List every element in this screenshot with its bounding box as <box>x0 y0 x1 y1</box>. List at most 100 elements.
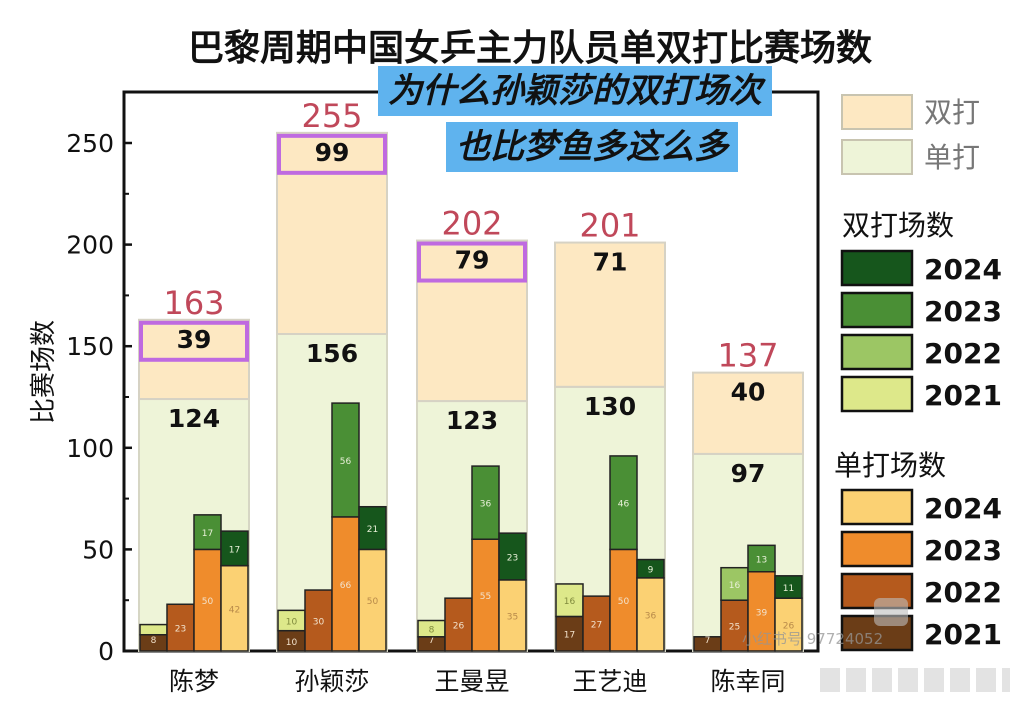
year-doubles-bar <box>220 530 249 567</box>
year-singles-value: 27 <box>591 621 602 631</box>
year-singles-value: 36 <box>645 611 657 621</box>
legend-year-label: 2021 <box>924 618 1002 651</box>
year-singles-value: 26 <box>453 622 465 632</box>
watermark-avatar <box>874 598 908 626</box>
doubles-total-label: 39 <box>177 325 212 354</box>
year-singles-bar <box>636 577 665 652</box>
legend-year-label: 2024 <box>924 492 1002 525</box>
year-doubles-value: 13 <box>756 556 767 566</box>
singles-total-label: 124 <box>168 404 220 433</box>
legend-swatch <box>841 139 913 175</box>
year-doubles-value: 56 <box>340 457 352 467</box>
total-value-label: 255 <box>301 97 362 135</box>
x-tick-label: 孙颖莎 <box>294 667 369 696</box>
legend-singles-title: 单打场数 <box>834 449 946 482</box>
year-singles-value: 39 <box>756 608 768 618</box>
year-singles-bar <box>220 564 249 652</box>
year-doubles-value: 10 <box>286 618 298 628</box>
year-singles-value: 8 <box>151 636 157 646</box>
year-singles-value: 50 <box>202 597 214 607</box>
year-doubles-bar <box>193 514 222 551</box>
legend-year-label: 2021 <box>924 379 1002 412</box>
legend-doubles-swatch <box>840 249 914 287</box>
year-doubles-value: 23 <box>507 554 518 564</box>
year-doubles-value: 11 <box>783 584 794 594</box>
singles-total-label: 130 <box>584 392 636 421</box>
y-tick-label: 50 <box>82 535 114 564</box>
doubles-total-label: 40 <box>731 378 766 407</box>
total-value-label: 201 <box>579 207 640 245</box>
year-singles-bar <box>304 589 333 652</box>
y-tick-label: 100 <box>66 434 114 463</box>
year-doubles-bar <box>471 465 500 540</box>
year-singles-value: 10 <box>286 638 298 648</box>
highlight-box <box>277 133 387 175</box>
legend-doubles-title: 双打场数 <box>842 209 954 242</box>
year-doubles-value: 17 <box>202 529 213 539</box>
year-singles-value: 50 <box>618 597 630 607</box>
total-doubles-bar <box>554 241 666 388</box>
year-doubles-bar <box>498 532 527 581</box>
year-singles-bar <box>774 597 803 652</box>
year-singles-bar <box>555 615 584 652</box>
x-tick-label: 王艺迪 <box>572 667 647 696</box>
year-doubles-bar <box>774 575 803 599</box>
year-doubles-bar <box>358 505 387 551</box>
year-singles-value: 23 <box>175 625 186 635</box>
singles-total-label: 123 <box>446 406 498 435</box>
highlight-box <box>417 241 527 283</box>
singles-total-label: 97 <box>731 459 766 488</box>
x-tick-label: 陈幸同 <box>710 667 785 696</box>
year-doubles-value: 16 <box>564 597 576 607</box>
legend-singles-swatch <box>840 530 914 568</box>
x-tick-label: 王曼昱 <box>434 667 509 696</box>
doubles-total-label: 79 <box>455 246 490 275</box>
highlight-box <box>139 320 249 362</box>
year-doubles-value: 8 <box>429 626 435 636</box>
year-doubles-value: 21 <box>367 525 378 535</box>
year-doubles-bar <box>331 402 360 518</box>
legend-year-label: 2024 <box>924 253 1002 286</box>
watermark-strip <box>820 668 1010 692</box>
y-axis-label: 比赛场数 <box>29 320 59 424</box>
year-doubles-value: 17 <box>229 545 240 555</box>
legend-label: 单打 <box>924 141 980 174</box>
year-doubles-bar <box>609 455 638 551</box>
year-singles-value: 25 <box>729 623 740 633</box>
year-singles-value: 42 <box>229 605 240 615</box>
legend-doubles-swatch <box>840 291 914 329</box>
year-doubles-bar <box>139 623 168 636</box>
year-singles-value: 55 <box>480 592 491 602</box>
year-doubles-value: 9 <box>648 566 654 576</box>
year-doubles-value: 46 <box>618 500 630 510</box>
y-tick-label: 0 <box>98 637 114 666</box>
y-tick-label: 150 <box>66 332 114 361</box>
watermark-text: 小红书号 97724052 <box>742 630 884 648</box>
x-tick-label: 陈梦 <box>169 667 219 696</box>
legend-year-label: 2023 <box>924 534 1002 567</box>
y-tick-label: 200 <box>66 231 114 260</box>
total-value-label: 202 <box>441 205 502 243</box>
year-singles-value: 7 <box>705 636 711 646</box>
year-singles-value: 66 <box>340 581 352 591</box>
legend-year-label: 2022 <box>924 576 1002 609</box>
total-value-label: 163 <box>163 284 224 322</box>
legend-doubles-swatch <box>840 333 914 371</box>
year-doubles-value: 36 <box>480 500 492 510</box>
year-doubles-bar <box>636 558 665 579</box>
year-doubles-bar <box>747 544 776 573</box>
doubles-total-label: 99 <box>315 138 350 167</box>
legend-year-label: 2022 <box>924 337 1002 370</box>
total-doubles-bar <box>692 371 804 455</box>
legend-swatch <box>841 94 913 130</box>
legend-label: 双打 <box>924 96 980 129</box>
doubles-total-label: 71 <box>593 248 628 277</box>
year-singles-value: 26 <box>783 622 795 632</box>
year-singles-value: 17 <box>564 631 575 641</box>
year-singles-value: 50 <box>367 597 379 607</box>
year-singles-value: 30 <box>313 618 325 628</box>
year-singles-bar <box>498 579 527 652</box>
legend-doubles-swatch <box>840 375 914 413</box>
